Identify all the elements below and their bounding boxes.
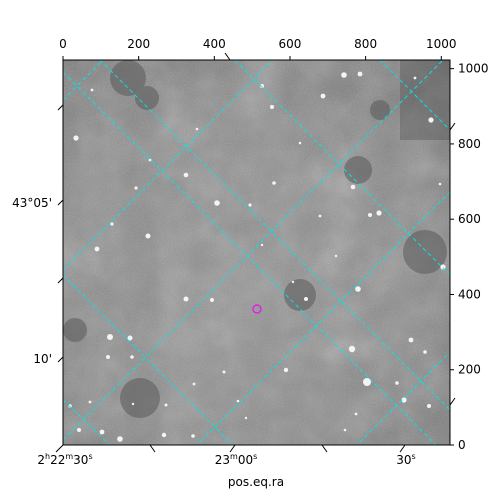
top-tick-label: 600 (279, 37, 302, 51)
star (368, 213, 372, 217)
right-tick-label: 1000 (458, 62, 489, 76)
x-axis-title: pos.eq.ra (228, 475, 284, 489)
star (214, 200, 220, 206)
top-tick-label: 200 (127, 37, 150, 51)
star (210, 298, 214, 302)
star (191, 434, 195, 438)
grid-line (63, 399, 111, 445)
star (134, 186, 138, 190)
star (161, 432, 167, 438)
star (183, 296, 189, 302)
star (341, 72, 347, 78)
star (244, 416, 248, 420)
ra-tick-label: 30s (396, 452, 415, 467)
star-field (68, 71, 446, 442)
grid-line (356, 351, 450, 445)
right-tick-label: 600 (458, 212, 481, 226)
star (304, 297, 308, 301)
star (401, 397, 407, 403)
grid-line (99, 60, 450, 411)
star (117, 436, 123, 442)
right-tick-label: 0 (458, 438, 466, 452)
star (130, 355, 134, 359)
ra-tick-label: 23m00s (215, 452, 258, 467)
star (423, 350, 427, 354)
top-pixel-axis: 0 200 400 600 800 1000 (59, 37, 457, 60)
star (248, 203, 252, 207)
star (320, 93, 326, 99)
star (428, 117, 434, 123)
star (334, 254, 338, 258)
star (94, 246, 100, 252)
star (438, 182, 442, 186)
star (343, 428, 347, 432)
star (192, 382, 196, 386)
dec-tick-label: 43°05' (12, 196, 52, 210)
star (131, 402, 135, 406)
grid-line (63, 71, 437, 445)
star (107, 334, 113, 340)
star (236, 399, 240, 403)
coordinate-grid (63, 60, 450, 445)
star (127, 335, 133, 341)
star (395, 381, 399, 385)
star (427, 404, 431, 408)
target-circle-icon (252, 304, 262, 314)
star (88, 400, 92, 404)
right-tick-label: 400 (458, 287, 481, 301)
top-tick-label: 1000 (426, 37, 457, 51)
grid-line (63, 60, 274, 271)
star (145, 233, 151, 239)
star (164, 403, 168, 407)
star (148, 158, 152, 162)
top-tick-label: 800 (354, 37, 377, 51)
dec-tick-label: 10' (33, 352, 52, 366)
ra-tick-label: 2h22m30s (37, 452, 92, 467)
right-tick-label: 200 (458, 363, 481, 377)
dec-tick-labels: 43°05' 10' (12, 196, 52, 366)
right-tick-label: 800 (458, 137, 481, 151)
star (99, 429, 105, 435)
sky-image (63, 60, 450, 445)
star (73, 135, 79, 141)
star (355, 286, 361, 292)
star (376, 210, 382, 216)
star (348, 345, 356, 353)
top-tick-label: 0 (59, 37, 67, 51)
star (408, 337, 414, 343)
star (106, 355, 110, 359)
star (110, 222, 114, 226)
star (270, 105, 274, 109)
star (357, 71, 363, 77)
star (413, 76, 417, 80)
star (363, 378, 371, 386)
star (222, 370, 226, 374)
star (298, 141, 302, 145)
star (183, 172, 189, 178)
grid-line (234, 60, 450, 276)
star (291, 280, 295, 284)
grid-line (379, 60, 450, 131)
star (350, 184, 356, 190)
star (90, 88, 94, 92)
star (260, 243, 264, 247)
right-pixel-axis: 0 200 400 600 800 1000 (450, 62, 489, 452)
star (283, 367, 289, 373)
top-tick-label: 400 (203, 37, 226, 51)
star (195, 127, 199, 131)
star (260, 84, 264, 88)
star (354, 412, 358, 416)
celestial-tick-marks (55, 52, 456, 453)
star (77, 428, 81, 432)
star (440, 264, 446, 270)
ra-tick-labels: 2h22m30s 23m00s 30s (37, 452, 415, 467)
grid-line (63, 60, 444, 441)
star (318, 214, 322, 218)
star (272, 181, 276, 185)
plot-frame (62, 59, 451, 446)
